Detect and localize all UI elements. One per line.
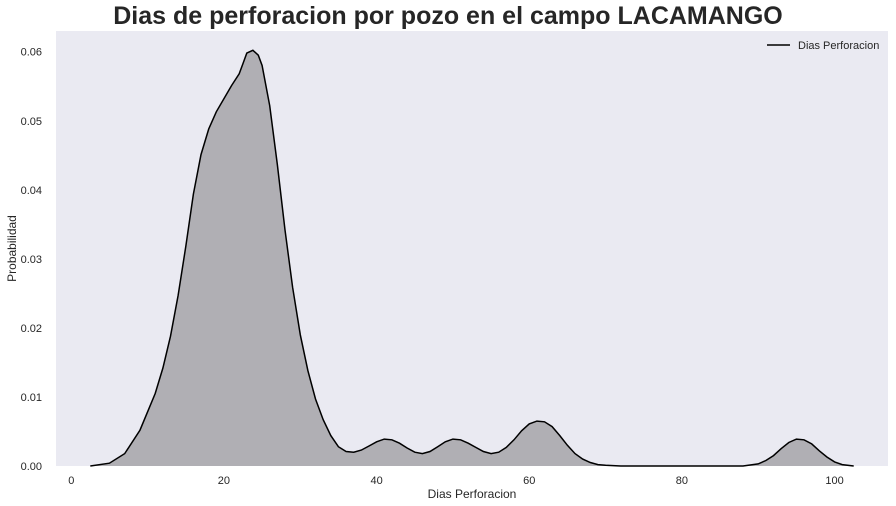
y-axis-label: Probabilidad [5,215,19,282]
x-tick-label: 40 [370,475,382,487]
y-tick-label: 0.06 [21,47,42,59]
legend-label: Dias Perforacion [798,40,879,52]
y-tick-label: 0.04 [21,185,42,197]
y-tick-label: 0.05 [21,116,42,128]
legend: Dias Perforacion [767,40,879,52]
x-axis-ticks: 0 20 40 60 80 100 [68,475,844,487]
x-tick-label: 100 [825,475,843,487]
y-tick-label: 0.00 [21,461,42,473]
x-tick-label: 20 [218,475,230,487]
density-line [90,49,854,467]
y-axis-ticks: 0.00 0.01 0.02 0.03 0.04 0.05 0.06 [21,47,42,473]
density-area [90,50,854,467]
x-tick-label: 0 [68,475,74,487]
y-tick-label: 0.01 [21,392,42,404]
x-tick-label: 80 [676,475,688,487]
y-tick-label: 0.02 [21,323,42,335]
chart-title: Dias de perforacion por pozo en el campo… [113,2,783,30]
x-axis-label: Dias Perforacion [428,487,517,501]
x-tick-label: 60 [523,475,535,487]
y-tick-label: 0.03 [21,254,42,266]
